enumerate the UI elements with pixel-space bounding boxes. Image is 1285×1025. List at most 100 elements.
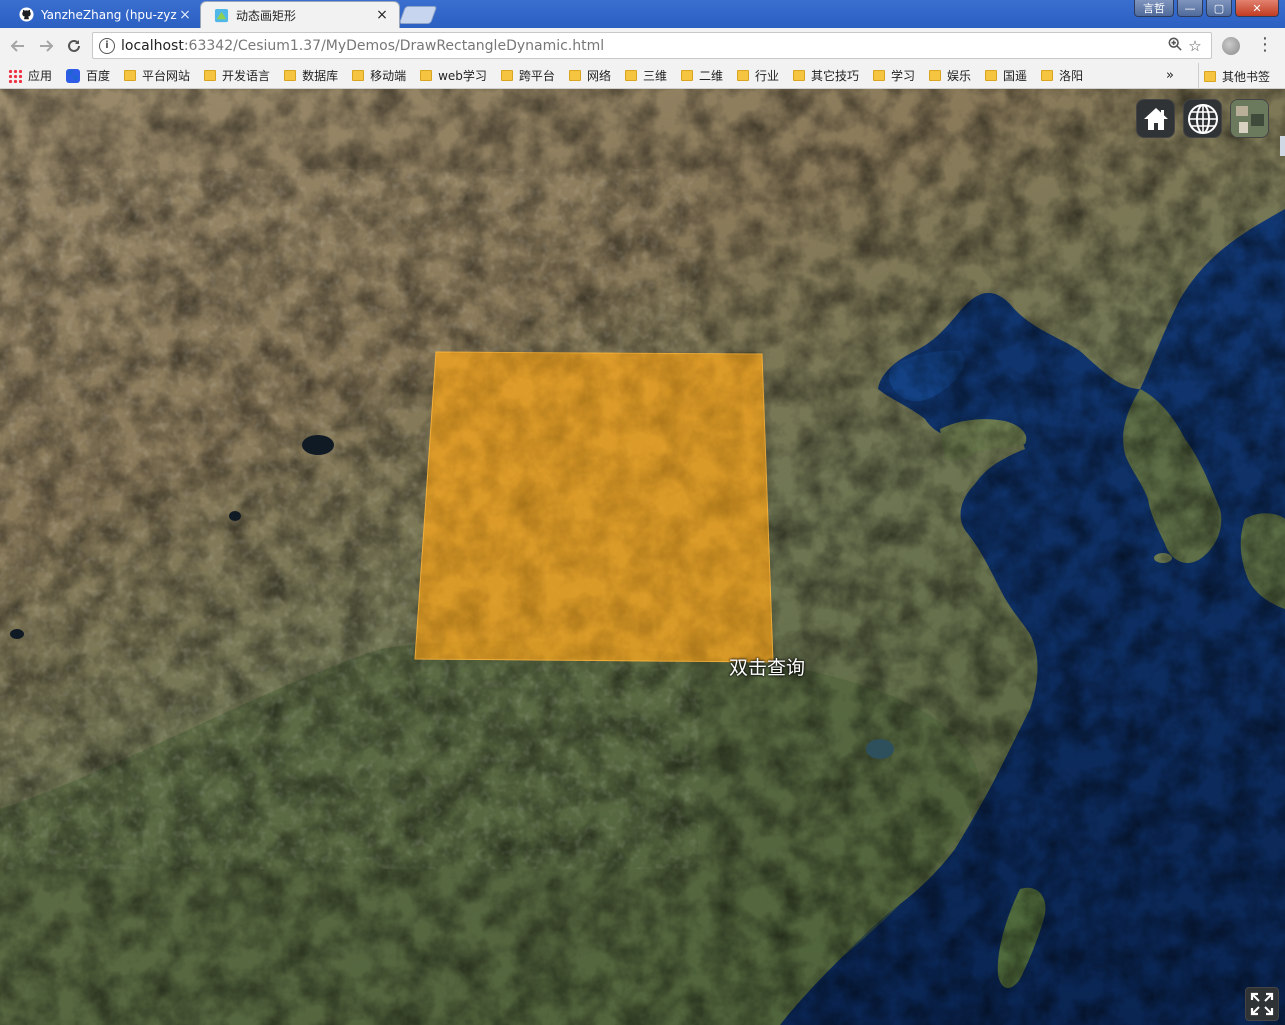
zoom-icon[interactable] <box>1165 37 1185 55</box>
browser-toolbar: i localhost:63342/Cesium1.37/MyDemos/Dra… <box>0 28 1285 63</box>
bookmark-label: 学习 <box>891 69 916 83</box>
apps-icon <box>8 68 22 83</box>
bookmark-label: 应用 <box>28 69 53 83</box>
extension-icon[interactable] <box>1222 37 1240 55</box>
folder-icon <box>124 70 137 81</box>
tab-close-icon[interactable]: × <box>376 7 388 23</box>
bookmark-folder[interactable]: 网络 <box>568 67 611 84</box>
tab-title: 动态画矩形 <box>236 8 297 23</box>
url-text: localhost:63342/Cesium1.37/MyDemos/DrawR… <box>121 38 1165 54</box>
folder-icon <box>1041 70 1054 81</box>
bookmark-folder[interactable]: 国遥 <box>985 67 1027 84</box>
bookmark-label: 洛阳 <box>1059 69 1084 83</box>
globe-icon <box>1187 103 1218 134</box>
bookmark-star-icon[interactable]: ☆ <box>1188 36 1202 55</box>
back-button[interactable] <box>4 32 32 60</box>
browser-tabstrip: YanzheZhang (hpu-zyz × 动态画矩形 × 言哲 — ▢ ✕ <box>0 0 1285 28</box>
bookmark-folder[interactable]: web学习 <box>420 67 487 84</box>
new-tab-button[interactable] <box>398 6 438 24</box>
lake <box>10 629 24 639</box>
bookmark-label: 二维 <box>698 69 723 83</box>
bookmark-label: 百度 <box>86 69 111 83</box>
bookmark-folder[interactable]: 其它技巧 <box>793 67 859 84</box>
url-path: :63342/Cesium1.37/MyDemos/DrawRectangleD… <box>183 37 605 54</box>
satellite-globe[interactable] <box>0 89 1285 1025</box>
window-controls: 言哲 — ▢ ✕ <box>1134 0 1279 17</box>
folder-icon <box>284 70 297 81</box>
bookmark-folder[interactable]: 二维 <box>680 67 723 84</box>
folder-icon <box>500 70 513 81</box>
cesium-toolbar <box>1136 99 1269 138</box>
github-icon <box>18 7 34 23</box>
bookmark-folder[interactable]: 洛阳 <box>1041 67 1083 84</box>
bookmark-label: 网络 <box>586 69 611 83</box>
bookmark-label: 三维 <box>642 69 667 83</box>
tab-close-icon[interactable]: × <box>179 6 191 23</box>
fullscreen-icon <box>1250 992 1274 1016</box>
bookmark-label: 其它技巧 <box>811 69 860 83</box>
home-icon <box>1143 107 1168 130</box>
bookmark-label: 国遥 <box>1003 69 1028 83</box>
folder-icon <box>793 70 805 81</box>
bookmark-label: 行业 <box>754 69 779 83</box>
maximize-button[interactable]: ▢ <box>1206 0 1232 17</box>
cesium-icon <box>213 7 229 23</box>
bookmark-label: 移动端 <box>370 69 407 83</box>
minimize-button[interactable]: — <box>1177 0 1203 17</box>
bookmark-baidu[interactable]: 🐾 百度 <box>66 67 110 84</box>
folder-icon <box>420 70 433 81</box>
arrow-left-icon <box>10 39 24 52</box>
bookmark-folder[interactable]: 数据库 <box>284 67 338 84</box>
tab-draw-rectangle[interactable]: 动态画矩形 × <box>200 1 400 28</box>
bookmark-folder[interactable]: 开发语言 <box>204 67 270 84</box>
tab-github[interactable]: YanzheZhang (hpu-zyz × <box>6 1 202 28</box>
folder-icon <box>985 70 998 81</box>
other-bookmarks-folder[interactable]: 其他书签 <box>1198 63 1270 89</box>
bookmark-label: 平台网站 <box>142 69 191 83</box>
bookmark-folder[interactable]: 跨平台 <box>500 67 555 84</box>
tab-title: YanzheZhang (hpu-zyz <box>41 7 177 22</box>
bookmark-folder[interactable]: 行业 <box>736 67 779 84</box>
baidu-icon: 🐾 <box>66 68 81 83</box>
rectangle-texture <box>415 352 773 662</box>
bookmarks-overflow-button[interactable]: » <box>1166 68 1174 83</box>
forward-button[interactable] <box>32 32 60 60</box>
bookmark-label: 数据库 <box>302 69 339 83</box>
folder-icon <box>624 70 637 81</box>
bookmark-folder[interactable]: 三维 <box>624 67 667 84</box>
bookmark-folder[interactable]: 娱乐 <box>929 67 971 84</box>
bookmark-label: 开发语言 <box>222 69 271 83</box>
folder-icon <box>680 70 693 81</box>
bookmark-label: web学习 <box>438 69 487 83</box>
lake <box>229 511 241 521</box>
menu-kebab-icon[interactable]: ⋮ <box>1256 34 1274 55</box>
profile-button[interactable]: 言哲 <box>1134 0 1174 17</box>
bookmark-apps[interactable]: 应用 <box>8 67 52 84</box>
folder-icon <box>929 70 942 81</box>
reload-button[interactable] <box>60 32 88 60</box>
poyang-lake <box>866 739 894 759</box>
reload-icon <box>68 39 80 52</box>
bookmark-folder[interactable]: 移动端 <box>352 67 406 84</box>
bookmark-label: 跨平台 <box>518 69 555 83</box>
arrow-right-icon <box>40 39 54 52</box>
site-info-icon[interactable]: i <box>99 37 115 54</box>
folder-icon <box>736 70 749 81</box>
bookmark-label: 娱乐 <box>947 69 972 83</box>
bookmark-folder[interactable]: 学习 <box>873 67 915 84</box>
imagery-picker-button[interactable] <box>1230 99 1269 138</box>
scene-mode-button[interactable] <box>1183 99 1222 138</box>
cesium-viewer[interactable]: 双击查询 <box>0 89 1285 1025</box>
bookmark-label: 其他书签 <box>1222 69 1271 84</box>
fullscreen-button[interactable] <box>1245 987 1279 1021</box>
folder-icon <box>1204 70 1216 82</box>
home-button[interactable] <box>1136 99 1175 138</box>
qinghai-lake <box>302 435 334 455</box>
edge-widget <box>1280 136 1285 156</box>
address-bar[interactable]: i localhost:63342/Cesium1.37/MyDemos/Dra… <box>92 32 1212 59</box>
double-click-query-label: 双击查询 <box>729 657 806 679</box>
folder-icon <box>204 70 217 81</box>
close-window-button[interactable]: ✕ <box>1235 0 1279 17</box>
bookmark-folder[interactable]: 平台网站 <box>124 67 190 84</box>
folder-icon <box>873 70 886 81</box>
